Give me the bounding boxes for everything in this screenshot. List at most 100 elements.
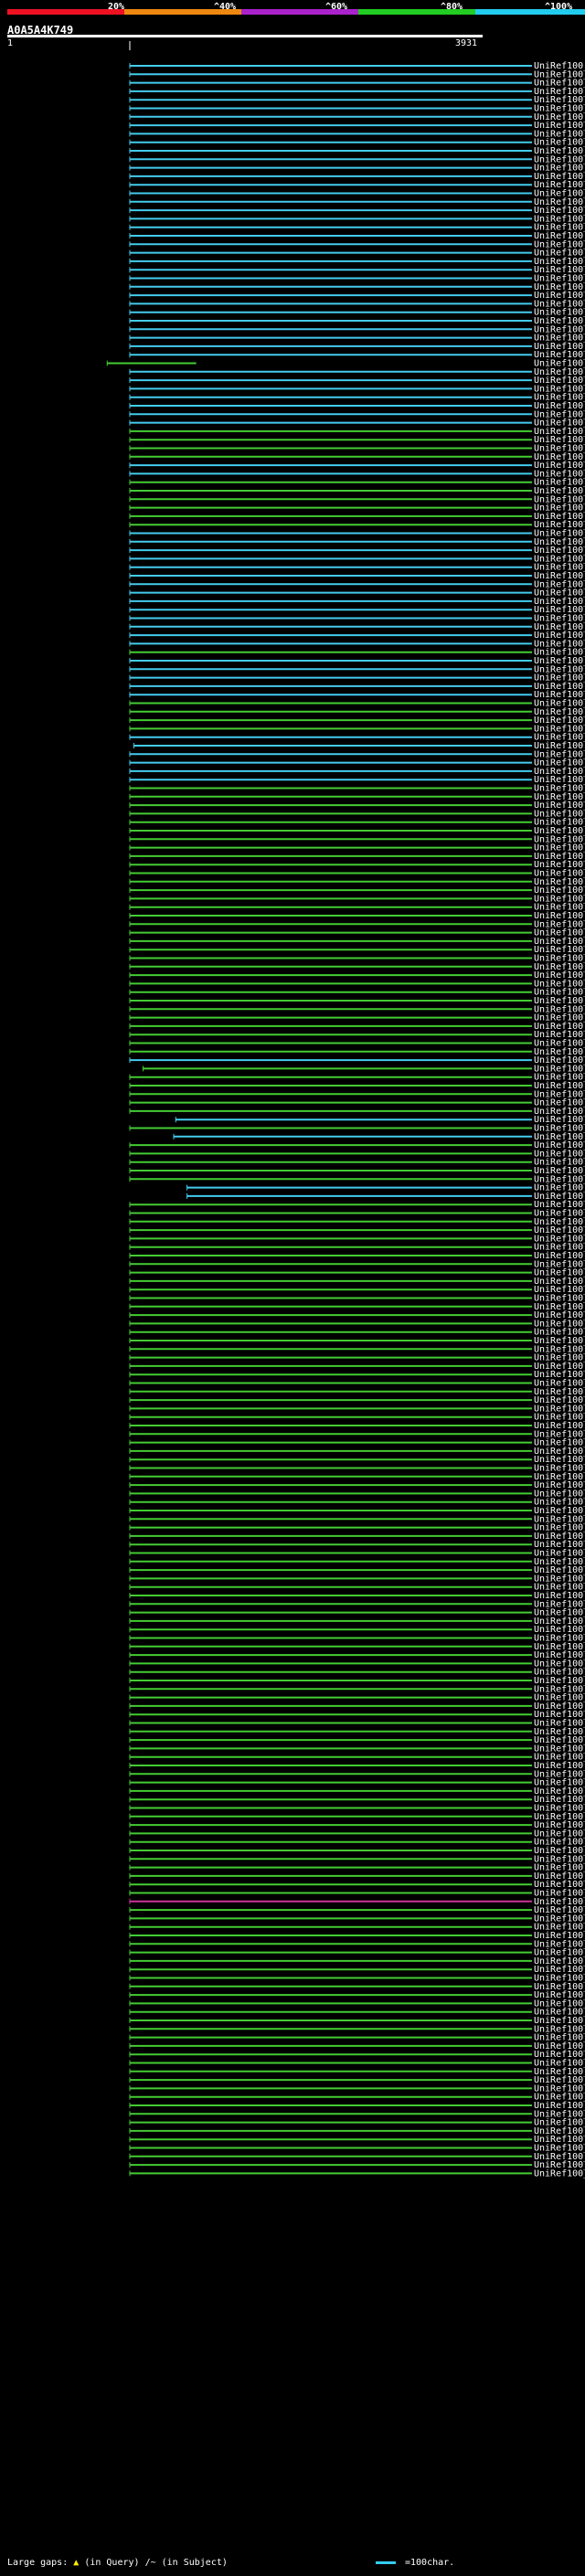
hit-row: UniRef100_B5Y839 [129,1769,585,1779]
hit-label: UniRef100_C7E5Y2 [534,1701,585,1712]
hit-row: UniRef100_C5WCX6 [129,529,585,539]
hit-label: UniRef100_A6YT30 [534,1786,585,1797]
hit-row: UniRef100_Q7YKW5 [129,2067,585,2077]
hit-row: UniRef100_Q24789 [129,1532,585,1542]
scale-segment-20 [7,9,124,15]
hit-row: UniRef100_Q55P16 [129,1923,585,1933]
hit-row: UniRef100_Q8G5N4 [129,767,585,777]
hit-label: UniRef100_Q2MLK5 [534,1693,585,1703]
hit-label: UniRef100_Q12267 [534,1379,585,1389]
hit-row: UniRef100_Q9XGK7 [129,648,585,658]
hit-label: UniRef100_Q57L75 [534,257,585,267]
hit-label: UniRef100_A9QV17 [534,231,585,241]
hit-label: UniRef100_C5XPN2 [534,792,585,802]
hit-row: UniRef100_P16121 [129,1243,585,1253]
hit-label: UniRef100_Q06267 [534,138,585,148]
hit-row: UniRef100_C7E5Y2 [129,1701,585,1712]
hit-row: UniRef100_Q81562 [129,2059,585,2069]
hit-row: UniRef100_Q9M4E6 [129,834,585,844]
hit-label: UniRef100_Q6SL80 [534,1574,585,1584]
hit-row: UniRef100_Q12267 [129,1379,585,1389]
hit-row: UniRef100_B7PAR6 [129,1753,585,1763]
hit-label: UniRef100_C1N8B3 [534,1310,585,1320]
hit-row: UniRef100_C5WV13 [142,1064,585,1074]
hit-row: UniRef100_Q10MA1 [129,427,585,437]
hit-row: UniRef100_Q6L8T4 [129,401,585,411]
hit-label: UniRef100_Q81TL4 [534,1871,585,1882]
hit-row: UniRef100_Q0ZEW0 [129,1429,585,1439]
hit-label: UniRef100_C3WE63 [534,1913,585,1924]
hit-label: UniRef100_A4ZG75 [534,316,585,326]
hit-row: UniRef100_B6VD12 [129,2050,585,2060]
hit-row: UniRef100_A5GNF1 [129,784,585,794]
hit-label: UniRef100_Q10MA9 [534,860,585,870]
hit-label: UniRef100_P25840 [534,1251,585,1261]
hit-label: UniRef100_A2XF47 [534,494,585,504]
hit-row: UniRef100_Q9XC3 [129,1472,585,1482]
hit-row: UniRef100_Q6S321 [129,1489,585,1499]
hit-row: UniRef100_A9U4N3 [129,622,585,632]
hit-row: UniRef100_Q27975 [129,1557,585,1567]
hit-label: UniRef100_B7PAR6 [534,1753,585,1763]
hit-row: UniRef100_Q2G479 [129,1353,585,1363]
hit-row: UniRef100_B6PT12 [129,1523,585,1533]
hit-row: UniRef100_A2TLM5 [129,2152,585,2162]
hit-label: UniRef100_Q6AHW5 [534,1506,585,1516]
hit-row: UniRef100_B5EP17 [129,384,585,394]
hit-row: UniRef100_C7F169 [129,1744,585,1754]
scale-text: =100char. [404,2558,455,2568]
hit-label: UniRef100_Q92WP3 [534,631,585,641]
hit-label: UniRef100_B6VD12 [534,2050,585,2060]
hit-label: UniRef100_Q40151 [534,699,585,709]
hit-label: UniRef100_A7Y7I0 [534,1183,585,1193]
hit-row: UniRef100_Q2GP09 [129,376,585,386]
hit-label: UniRef100_Q5QHT4 [534,146,585,156]
hit-label: UniRef100_B4E176 [534,1956,585,1966]
hit-row: UniRef100_C7F171 [129,1735,585,1745]
hit-label: UniRef100_Q9NHB0 [534,1617,585,1627]
hit-label: UniRef100_B9SR13 [534,461,585,471]
hit-label: UniRef100_Q43832 [534,1336,585,1346]
hit-row: UniRef100_P27322 [129,903,585,913]
hit-row: UniRef100_Q678D0 [129,546,585,556]
hit-label: UniRef100_Q6S4R5 [534,1413,585,1423]
hit-label: UniRef100_A4UUM4 [534,2144,585,2154]
hit-row: UniRef100_Q6S4R6 [129,1404,585,1414]
hit-row: UniRef100_Q0ATN1 [129,800,585,811]
hit-label: UniRef100_B5W524 [534,1854,585,1864]
hit-label: UniRef100_Q9XGK7 [534,648,585,658]
hit-label: UniRef100_C5WPE1 [534,733,585,743]
hit-label: UniRef100_B9HTM1 [534,1081,585,1091]
hit-label: UniRef100_B5AH17 [534,1761,585,1771]
hit-label: UniRef100_B4DVU9 [534,1982,585,1992]
hit-row: UniRef100_Q2HT97 [129,520,585,530]
hit-label: UniRef100_B5W802 [534,1880,585,1890]
hit-row: UniRef100_A9XH27 [129,1668,585,1678]
hit-row: UniRef100_B9RDK1 [129,1013,585,1023]
hit-label: UniRef100_A2ZH15 [534,180,585,190]
hit-label: UniRef100_O48563 [534,112,585,122]
hit-label: UniRef100_Q9XC3 [534,1472,585,1482]
hit-label: UniRef100_Q12329 [534,367,585,377]
hit-row: UniRef100_Q5QHT2 [129,393,585,403]
hit-row: UniRef100_Q06267 [129,138,585,148]
hit-row: UniRef100_Q0ETH6 [129,1285,585,1295]
hit-row: UniRef100_P27541 [129,1395,585,1405]
hit-label: UniRef100_Q8G5N3 [534,342,585,352]
hit-label: UniRef100_Q31505 [534,1268,585,1278]
hit-row: UniRef100_A9SGK3 [129,954,585,964]
hit-label: UniRef100_Q6AHW3 [534,1591,585,1601]
hit-row: UniRef100_P26791 [129,1225,585,1235]
hit-label: UniRef100_Q9VNC3 [534,1370,585,1380]
query-id: A0A5A4K749 [7,24,74,37]
hit-label: UniRef100_B9RGN3 [534,1107,585,1117]
hit-row: UniRef100_Q38744 [129,1344,585,1354]
hit-label: UniRef100_Q0ATN1 [534,800,585,811]
hit-label: UniRef100_B4DNT8 [534,1990,585,2000]
hit-row: UniRef100_Q8HLP2 [186,1192,585,1202]
hit-label: UniRef100_B9HTN0 [534,1140,585,1150]
scale-label-60: ^60% [325,2,348,12]
hit-row: UniRef100_Q6UQ8 [129,1583,585,1593]
hit-label: UniRef100_A2TLM5 [534,2152,585,2162]
